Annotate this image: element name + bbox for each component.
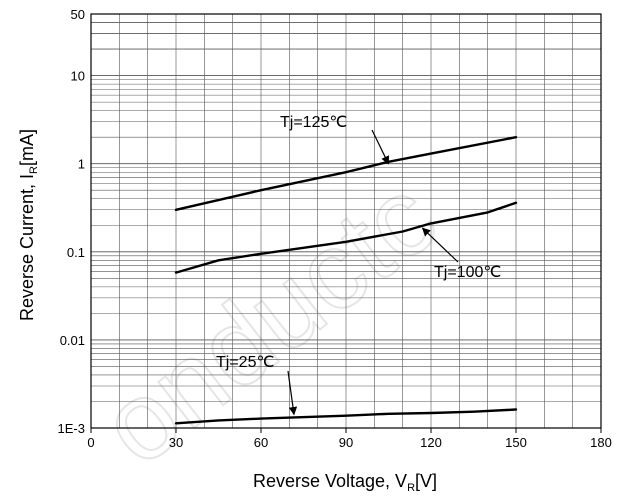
- grid: [91, 14, 601, 428]
- series-line-25c: [174, 408, 518, 425]
- x-tick-label: 90: [339, 435, 353, 450]
- y-axis-title: Reverse Current, IR[mA]: [17, 129, 40, 321]
- y-tick-label: 0.1: [67, 245, 85, 260]
- x-tick-label: 120: [420, 435, 442, 450]
- series-line-100c: [174, 201, 518, 274]
- annotation-tj125-label: Tj=125℃: [280, 114, 347, 131]
- annotation-tj25-label: Tj=25℃: [216, 354, 274, 371]
- annotation-tj25-arrow: [287, 370, 298, 416]
- x-tick-label: 30: [169, 435, 183, 450]
- x-tick-label: 0: [87, 435, 94, 450]
- y-tick-label: 0.01: [60, 333, 85, 348]
- series-layer: [174, 135, 518, 425]
- x-tick-label: 60: [254, 435, 268, 450]
- axis-ticks: 0 30 60 90 120 150 180 1E-3 0.01 0.1 1 10 50: [58, 7, 612, 450]
- y-tick-label: 50: [71, 7, 85, 22]
- annotation-tj100-label: Tj=100℃: [434, 264, 501, 281]
- y-tick-label: 1E-3: [58, 421, 85, 436]
- annotation-tj125-arrow: [371, 129, 390, 165]
- annotation-tj100-arrow: [421, 227, 459, 263]
- x-tick-label: 180: [590, 435, 612, 450]
- y-tick-label: 10: [71, 69, 85, 84]
- watermark: onductc: [79, 155, 458, 489]
- annotation-layer: Tj=125℃ Tj=100℃ Tj=25℃: [216, 114, 501, 416]
- x-axis-title: Reverse Voltage, VR[V]: [253, 471, 437, 494]
- x-tick-label: 150: [505, 435, 527, 450]
- series-line-125c: [174, 135, 518, 212]
- y-tick-label: 1: [78, 157, 85, 172]
